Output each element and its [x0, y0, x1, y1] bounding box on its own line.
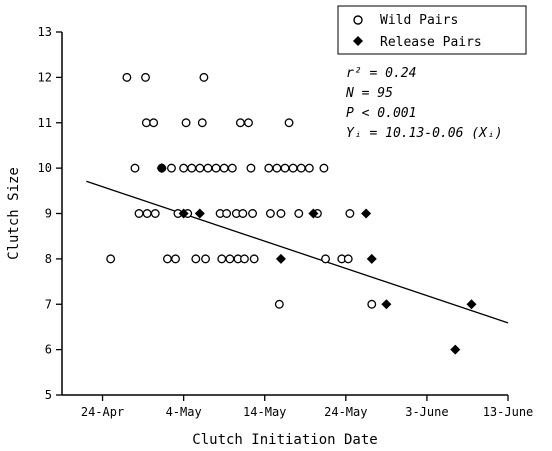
release-pair-point [361, 208, 372, 219]
wild-pair-point [264, 163, 274, 173]
x-tick-label: 4-May [166, 405, 202, 419]
y-tick-label: 7 [45, 297, 52, 311]
wild-pair-point [319, 163, 329, 173]
wild-pair-point [288, 163, 298, 173]
wild-pair-point [201, 254, 210, 264]
wild-pair-point [130, 163, 140, 173]
wild-pair-point [248, 209, 258, 218]
wild-pair-point [142, 209, 152, 218]
wild-pair-point [274, 299, 284, 309]
y-tick-label: 8 [45, 252, 52, 266]
x-tick-label: 24-Apr [81, 405, 124, 419]
wild-pair-point [211, 163, 221, 173]
y-axis-ticks: 5 6 7 8 9 10 11 12 13 [38, 25, 62, 402]
wild-pair-point [219, 163, 229, 173]
legend: Wild Pairs Release Pairs [337, 5, 527, 55]
stat-p-value: P < 0.001 [346, 106, 416, 121]
wild-pair-point [187, 163, 197, 173]
legend-label-wild-pairs: Wild Pairs [380, 13, 458, 28]
wild-pair-point [321, 254, 330, 264]
wild-pair-point [179, 163, 189, 173]
wild-pair-point [141, 118, 151, 128]
wild-pair-point [246, 163, 256, 173]
wild-pair-point [149, 118, 159, 128]
wild-pair-point [122, 72, 132, 82]
y-tick-label: 11 [38, 116, 52, 130]
x-tick-label: 3-June [405, 405, 448, 419]
y-tick-label: 9 [45, 207, 52, 221]
y-axis-label: Clutch Size [6, 167, 22, 260]
stat-regression-equation: Yᵢ = 10.13-0.06 (Xᵢ) [346, 126, 503, 141]
release-pair-point [450, 344, 461, 355]
wild-pair-point [191, 254, 201, 264]
wild-pair-point [240, 254, 249, 264]
y-tick-label: 5 [45, 388, 52, 402]
y-tick-label: 12 [38, 70, 52, 84]
x-tick-label: 14-May [243, 405, 286, 419]
release-pair-point [194, 208, 205, 219]
wild-pair-point [150, 209, 160, 218]
y-tick-label: 6 [45, 343, 52, 357]
wild-pair-point [304, 163, 314, 173]
release-pair-point [275, 253, 286, 264]
release-pair-point [366, 253, 377, 264]
wild-pair-point [199, 72, 209, 82]
stat-n: N = 95 [345, 86, 393, 101]
wild-pair-point [265, 209, 275, 218]
wild-pair-point [181, 118, 191, 128]
wild-pairs-points [106, 72, 377, 309]
x-axis-ticks: 24-Apr 4-May 14-May 24-May 3-June 13-June [81, 395, 533, 419]
wild-pair-point [171, 254, 180, 264]
wild-pair-point [222, 209, 232, 218]
release-pair-point [466, 299, 477, 310]
wild-pair-point [294, 209, 304, 218]
wild-pair-point [235, 118, 245, 128]
regression-statistics: r² = 0.24 N = 95 P < 0.001 Yᵢ = 10.13-0.… [345, 66, 503, 141]
y-tick-label: 13 [38, 25, 52, 39]
x-tick-label: 24-May [324, 405, 367, 419]
wild-pair-point [167, 163, 176, 173]
release-pair-point [156, 163, 167, 174]
regression-line [86, 180, 509, 324]
wild-pair-point [134, 209, 144, 218]
wild-pair-point [276, 209, 286, 218]
wild-pair-point [225, 254, 235, 264]
wild-pair-point [203, 163, 213, 173]
wild-pair-point [272, 163, 282, 173]
wild-pair-point [195, 163, 205, 173]
wild-pair-point [217, 254, 227, 264]
release-pair-point [178, 208, 189, 219]
wild-pair-point [367, 299, 377, 309]
wild-pair-point [244, 118, 253, 128]
wild-pair-point [227, 163, 237, 173]
release-pairs-points [156, 163, 477, 355]
legend-box [337, 5, 527, 55]
legend-open-circle-icon [353, 15, 363, 25]
stat-r-squared: r² = 0.24 [346, 66, 416, 81]
wild-pair-point [238, 209, 248, 218]
wild-pair-point [343, 254, 353, 264]
x-axis-label: Clutch Initiation Date [192, 432, 377, 448]
wild-pair-point [280, 163, 290, 173]
wild-pair-point [106, 254, 116, 264]
wild-pair-point [197, 118, 207, 128]
wild-pair-point [345, 209, 355, 218]
y-tick-label: 10 [38, 161, 52, 175]
wild-pair-point [162, 254, 172, 264]
release-pair-point [308, 208, 319, 219]
legend-filled-diamond-icon [353, 36, 363, 46]
wild-pair-point [296, 163, 306, 173]
wild-pair-point [249, 254, 259, 264]
x-tick-label: 13-June [483, 405, 534, 419]
wild-pair-point [284, 118, 294, 128]
legend-label-release-pairs: Release Pairs [380, 35, 482, 50]
wild-pair-point [141, 72, 150, 82]
release-pair-point [381, 299, 392, 310]
